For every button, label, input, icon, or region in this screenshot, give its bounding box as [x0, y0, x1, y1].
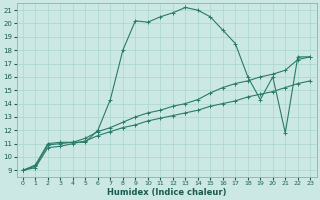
X-axis label: Humidex (Indice chaleur): Humidex (Indice chaleur)	[107, 188, 226, 197]
